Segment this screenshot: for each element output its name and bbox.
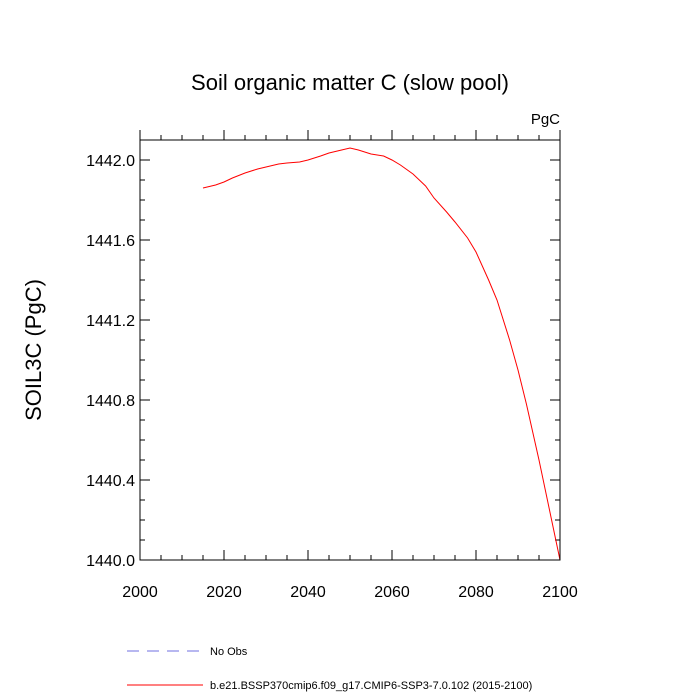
x-tick-label: 2080 xyxy=(458,584,494,601)
legend-label-no-obs: No Obs xyxy=(210,646,248,658)
series-layer xyxy=(202,147,561,561)
y-axis-label: SOIL3C (PgC) xyxy=(21,279,46,421)
y-tick-label: 1441.6 xyxy=(86,233,135,250)
x-tick-label: 2000 xyxy=(122,584,158,601)
units-label: PgC xyxy=(531,111,560,128)
ticks-layer: 2000 2020 2040 2060 2080 2100 1440.0 1440.4 1440… xyxy=(86,130,578,601)
legend: No Obs b.e21.BSSP370cmip6.f09_g17.CMIP6-… xyxy=(127,646,532,692)
y-tick-label: 1442.0 xyxy=(86,153,135,170)
chart-title: Soil organic matter C (slow pool) xyxy=(191,70,509,95)
y-tick-label: 1440.0 xyxy=(86,553,135,570)
y-tick-label: 1440.4 xyxy=(86,473,135,490)
y-tick-label: 1441.2 xyxy=(86,313,135,330)
series-line-1 xyxy=(202,147,561,561)
y-tick-label: 1440.8 xyxy=(86,393,135,410)
x-tick-label: 2100 xyxy=(542,584,578,601)
x-tick-label: 2020 xyxy=(206,584,242,601)
plot-frame xyxy=(139,139,561,561)
x-tick-label: 2040 xyxy=(290,584,326,601)
x-tick-label: 2060 xyxy=(374,584,410,601)
legend-label-model: b.e21.BSSP370cmip6.f09_g17.CMIP6-SSP3-7.… xyxy=(210,680,532,692)
